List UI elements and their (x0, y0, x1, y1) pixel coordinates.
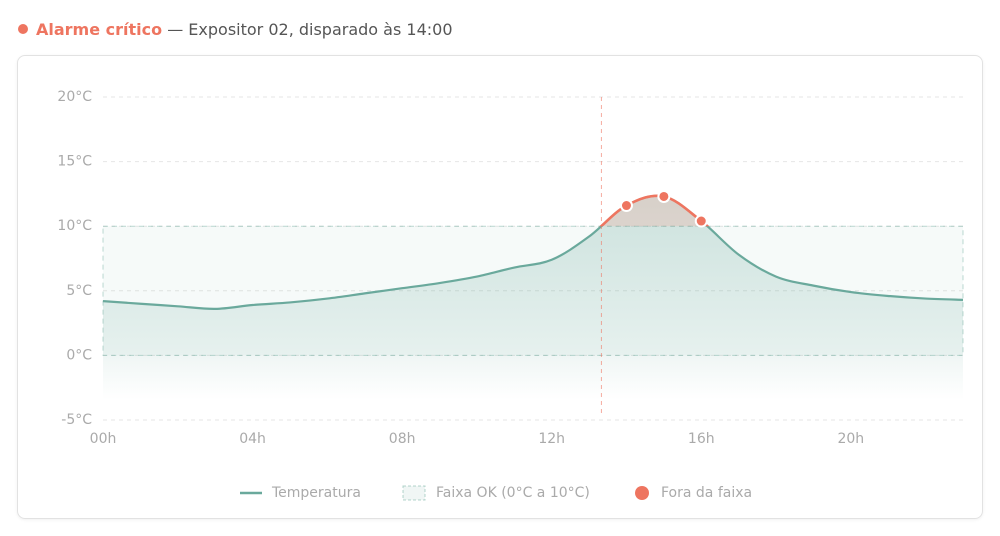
y-tick-label: 0°C (66, 347, 92, 363)
alarm-detail: — Expositor 02, disparado às 14:00 (167, 20, 453, 39)
x-tick-label: 16h (688, 431, 715, 447)
y-tick-label: 5°C (66, 283, 92, 299)
legend-label: Fora da faixa (661, 485, 752, 501)
out-of-range-area (601, 195, 708, 227)
out-of-range-point (619, 199, 633, 213)
alarm-header: Alarme crítico — Expositor 02, disparado… (18, 20, 453, 39)
chart-card (17, 55, 983, 519)
x-tick-label: 20h (837, 431, 864, 447)
y-tick-label: -5°C (61, 412, 92, 428)
y-tick-label: 20°C (57, 89, 92, 105)
alarm-dot (18, 24, 28, 34)
out-of-range-point (657, 189, 671, 203)
x-tick-label: 08h (389, 431, 416, 447)
alarm-title: Alarme crítico (36, 20, 163, 39)
y-tick-label: 15°C (57, 154, 92, 170)
legend-swatch (635, 486, 649, 500)
temperature-line (102, 194, 964, 310)
x-tick-label: 00h (90, 431, 117, 447)
out-of-range-point (694, 214, 708, 228)
legend-label: Faixa OK (0°C a 10°C) (436, 485, 590, 501)
legend-swatch (402, 485, 426, 501)
y-tick-label: 10°C (57, 218, 92, 234)
legend-label: Temperatura (271, 485, 361, 501)
x-tick-label: 12h (538, 431, 565, 447)
temperature-area (103, 195, 963, 400)
x-tick-label: 04h (239, 431, 266, 447)
